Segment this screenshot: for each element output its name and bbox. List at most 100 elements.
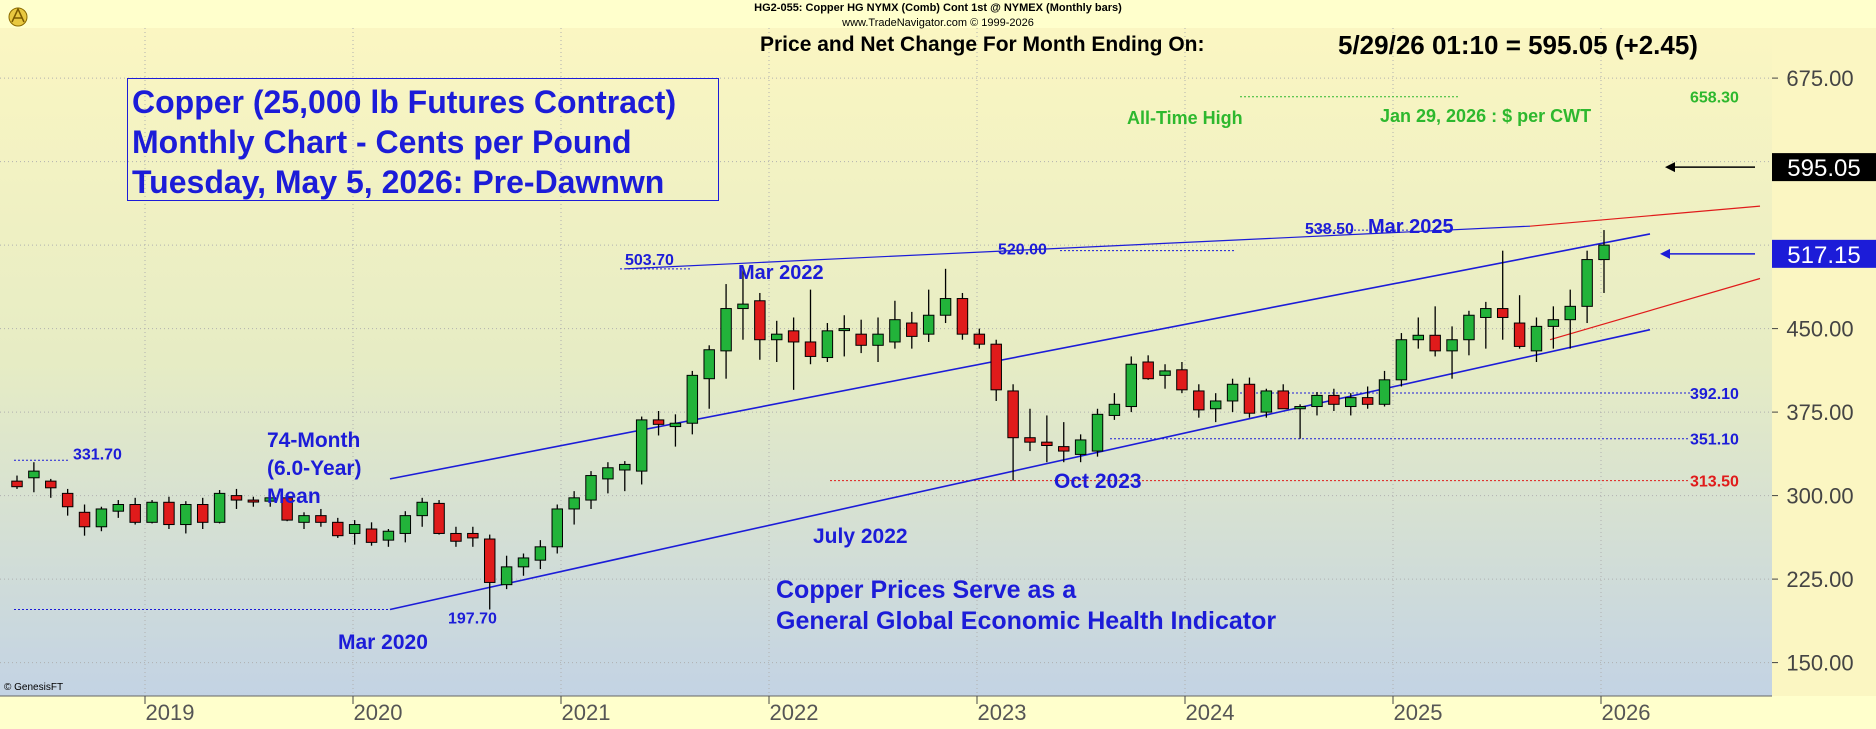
candle-body (1395, 339, 1408, 381)
level-label: 392.10 (1690, 386, 1739, 403)
last-price-value: 595.05 (1787, 155, 1860, 182)
candle-body (1446, 339, 1458, 352)
genesis-logo-icon (8, 7, 28, 27)
candle-body (889, 319, 901, 343)
caption-line-1: Copper Prices Serve as a (776, 576, 1077, 604)
candle-body (703, 349, 715, 380)
annotation-label: 74-Month (267, 429, 360, 452)
candle-body (939, 298, 952, 316)
candle-body (787, 330, 800, 343)
candle-body (315, 515, 327, 523)
title-line-2: Monthly Chart - Cents per Pound (132, 124, 632, 160)
candle-body (1496, 308, 1509, 318)
x-tick-label: 2021 (562, 700, 611, 725)
y-tick-label: 375.00 (1786, 400, 1853, 425)
candle-body (652, 419, 665, 425)
channel-upper (389, 233, 1651, 480)
candle-body (602, 467, 614, 480)
candle-body (1226, 383, 1239, 402)
candle-body (1159, 370, 1171, 376)
level-label: 658.30 (1690, 90, 1739, 107)
candle-body (450, 532, 462, 542)
candle-body (1176, 369, 1188, 391)
plot-background (0, 28, 1772, 696)
price-value: 5/29/26 01:10 = 595.05 (+2.45) (1338, 30, 1698, 60)
candle-body (821, 330, 834, 359)
candle-body (804, 341, 817, 357)
candle-body (1429, 334, 1441, 352)
x-tick-label: 2019 (146, 700, 195, 725)
candle-body (973, 333, 986, 345)
candle-body (686, 374, 699, 424)
candle-body (163, 501, 175, 526)
annotation-label: Mean (267, 485, 321, 508)
candle-body (213, 492, 226, 523)
candle-body (517, 557, 530, 568)
candle-body (956, 298, 969, 335)
caption-line-2: General Global Economic Health Indicator (776, 607, 1276, 635)
candle-body (1378, 379, 1391, 405)
axis-background (1772, 28, 1876, 696)
annotation-label: All-Time High (1127, 108, 1243, 128)
candle-body (1480, 308, 1492, 318)
x-tick-label: 2024 (1186, 700, 1235, 725)
candle-body (247, 499, 260, 503)
candle-body (771, 333, 783, 341)
candle-body (1193, 390, 1205, 411)
candle-body (365, 528, 378, 543)
candle-body (568, 497, 580, 510)
candle-body (855, 333, 867, 346)
trend-channel (389, 205, 1761, 611)
mean-badge (1772, 239, 1876, 268)
candle-body (669, 422, 682, 428)
candle-body (754, 300, 766, 341)
arrow-left-icon (1660, 248, 1670, 259)
candle-body (838, 328, 850, 332)
candle-body (619, 463, 631, 471)
title-line-3: Tuesday, May 5, 2026: Pre-Dawnwn (132, 164, 665, 200)
y-tick-label: 225.00 (1786, 567, 1853, 592)
level-label: 313.50 (1690, 474, 1739, 491)
candle-body (1058, 446, 1070, 452)
candle-body (1142, 361, 1154, 380)
candle-body (112, 504, 125, 512)
candle-body (990, 343, 1002, 391)
candle-body (95, 508, 108, 528)
candle-body (332, 521, 344, 537)
candle-body (348, 524, 361, 534)
annotations: 595.05 517.15 Mar 2022 July 2022 Oct 2023 Mar… (267, 106, 1876, 654)
mean-line-ext (1529, 205, 1761, 227)
candle-body (61, 492, 74, 508)
level-label: 503.70 (625, 252, 674, 269)
mean-value: 517.15 (1787, 242, 1860, 269)
candle-body (551, 508, 563, 548)
candle-body (129, 504, 141, 523)
channel-lower (389, 328, 1651, 611)
level-label: 331.70 (73, 446, 122, 463)
candle-body (1412, 334, 1425, 341)
channel-lower-ext (1549, 277, 1761, 341)
candle-body (922, 314, 935, 335)
x-tick-label: 2020 (354, 700, 403, 725)
candle-body (1091, 413, 1104, 452)
y-tick-label: 675.00 (1786, 66, 1853, 91)
candle-body (534, 546, 547, 561)
candle-body (45, 480, 57, 489)
level-label: 197.70 (448, 610, 497, 627)
title-box: Copper (25,000 lb Futures Contract) Mont… (127, 78, 719, 201)
candle-body (264, 497, 276, 502)
candle-body (872, 333, 884, 346)
annotation-label: Jan 29, 2026 : $ per CWT (1380, 106, 1591, 126)
candle-body (230, 495, 243, 501)
candle-body (382, 530, 395, 541)
x-tick-label: 2025 (1394, 700, 1443, 725)
y-axis: 150.00 225.00 300.00 375.00 450.00 675.00 (1772, 66, 1854, 676)
y-tick-label: 300.00 (1786, 484, 1853, 509)
last-price-badge (1772, 153, 1876, 182)
candle-body (1361, 397, 1374, 405)
candle-body (1125, 363, 1138, 408)
annotation-label: Mar 2020 (338, 631, 428, 654)
candle-body (1311, 394, 1323, 408)
annotation-label: July 2022 (813, 525, 908, 548)
